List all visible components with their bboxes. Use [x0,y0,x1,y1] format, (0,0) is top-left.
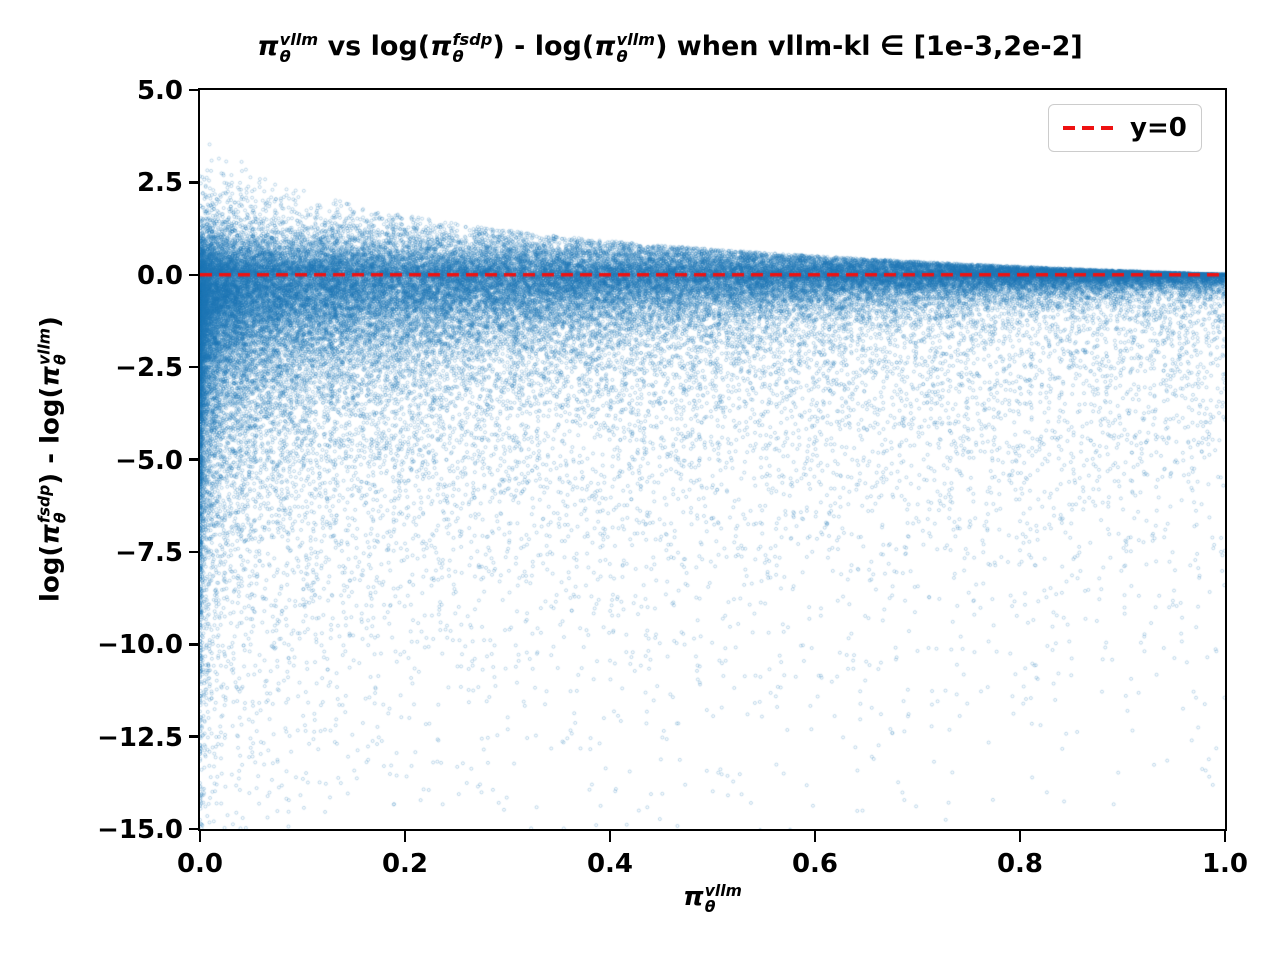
pi-theta-fsdp-symbol: π fsdp θ [430,32,492,75]
y-tick-mark [189,365,200,369]
title-text: ) - log( [492,31,595,62]
title-text: vs log( [318,31,431,62]
y-tick-mark [189,273,200,276]
title-text: ) when vllm-kl [655,31,880,62]
x-tick-mark [813,831,817,842]
ylabel-text: ) [35,472,66,485]
y-tick-label: −15.0 [97,815,183,845]
x-tick-label: 0.4 [586,849,634,879]
y-tick-label: −12.5 [97,722,183,753]
chart-title: π vllm θ vs log(π fsdp θ) - log(π vllm θ) when… [120,32,1220,75]
subscript-theta: θ [704,897,716,916]
pi-theta-fsdp-symbol: π fsdp θ [35,485,79,545]
superscript-vllm: vllm [616,30,656,50]
plot-area [198,88,1227,831]
subscript-theta: θ [51,512,70,524]
ylabel-text: ) [35,316,66,328]
y-tick-label: −10.0 [97,630,183,661]
y-tick-label: 5.0 [136,76,183,106]
x-tick-mark [403,831,407,842]
x-tick-mark [1223,831,1227,842]
y-tick-mark [189,181,200,184]
pi-theta-vllm-symbol: π vllm θ [257,32,318,75]
x-tick-label: 0.8 [996,849,1044,879]
title-range-text: [1e-3,2e-2] [904,31,1083,62]
superscript-vllm: vllm [704,881,742,900]
superscript-vllm: vllm [279,30,319,50]
y-tick-mark [189,735,200,738]
pi-theta-vllm-symbol: π vllm θ [683,882,742,925]
y-tick-label: 2.5 [136,168,183,199]
x-tick-mark [608,831,612,842]
legend: y=0 [1048,104,1202,152]
y-tick-label: −2.5 [115,353,183,384]
y-tick-label: 0.0 [136,260,183,291]
x-tick-label: 1.0 [1201,849,1249,879]
y-tick-mark [189,458,200,461]
pi-glyph: π [683,882,704,912]
scatter-canvas [200,90,1225,829]
y-tick-mark [189,550,200,554]
y-tick-mark [189,827,200,831]
y-tick-mark [189,643,200,646]
element-of-symbol: ∈ [879,31,905,62]
subscript-theta: θ [616,46,628,66]
pi-glyph: π [430,31,452,62]
pi-glyph: π [594,31,616,62]
y-tick-mark [189,88,200,92]
legend-label-y0: y=0 [1130,113,1187,143]
x-tick-label: 0.0 [176,849,224,879]
x-tick-label: 0.2 [381,849,429,879]
x-tick-mark [198,831,202,842]
pi-theta-vllm-symbol: π vllm θ [594,32,655,75]
subscript-theta: θ [452,46,464,66]
x-axis-label: π vllm θ [200,882,1225,925]
subscript-theta: θ [279,46,291,66]
y-tick-label: −7.5 [115,537,183,568]
legend-line-sample-y0 [1063,126,1115,130]
y-tick-label: −5.0 [115,445,183,476]
pi-glyph: π [257,31,279,62]
x-tick-label: 0.6 [791,849,839,879]
x-tick-mark [1018,831,1022,842]
ylabel-text: log( [35,386,66,444]
superscript-fsdp: fsdp [452,30,493,50]
